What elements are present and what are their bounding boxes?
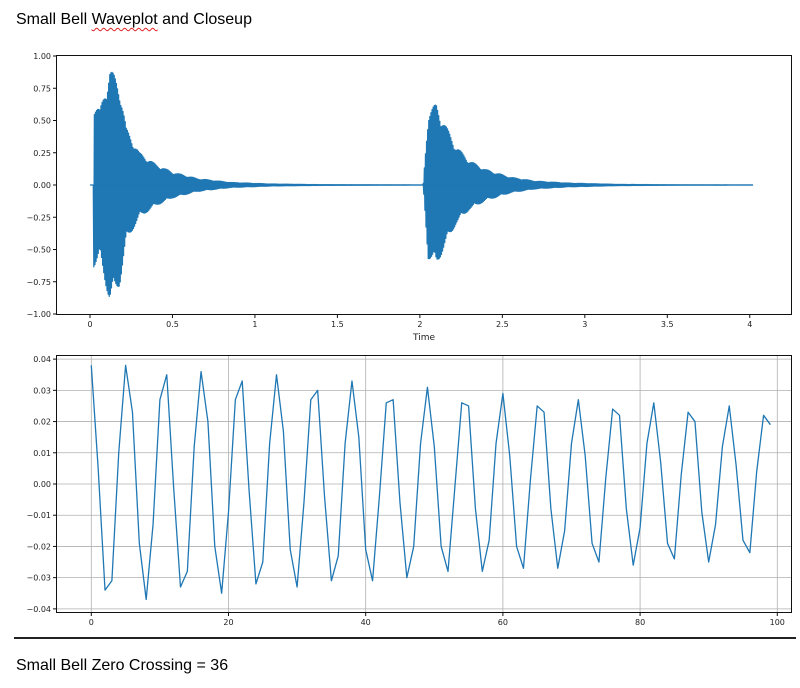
y-tick-label: 0.03: [33, 386, 51, 395]
y-tick-label: 0.00: [33, 181, 51, 190]
y-tick-label: 0.25: [33, 149, 51, 158]
x-tick-label: 2.5: [496, 320, 509, 329]
closeup-series-line: [90, 364, 771, 601]
y-tick-label: 1.00: [33, 52, 51, 61]
x-tick-label: 40: [361, 618, 371, 627]
title-misspelled-word: Waveplot: [91, 11, 158, 28]
y-tick-label: −0.02: [26, 542, 51, 551]
x-tick-label: 100: [770, 618, 785, 627]
x-tick-label: 60: [498, 618, 508, 627]
x-tick-label: 20: [223, 618, 233, 627]
x-tick-label: 1.5: [331, 320, 344, 329]
y-tick-label: −1.00: [26, 310, 51, 319]
x-tick-label: 3.5: [661, 320, 674, 329]
document-title: Small Bell Waveplot and Closeup: [16, 11, 252, 29]
x-tick-label: 0.5: [166, 320, 179, 329]
zero-crossing-caption: Small Bell Zero Crossing = 36: [16, 657, 229, 674]
x-tick-label: 4: [747, 320, 752, 329]
divider-line: [14, 637, 796, 639]
y-tick-label: −0.03: [26, 574, 51, 583]
y-tick-label: −0.75: [26, 278, 51, 287]
closeup-chart: −0.04 −0.03 −0.02 −0.01 0.00 0.01 0.02 0.03 0.04…: [26, 355, 791, 627]
y-tick-label: 0.02: [33, 418, 51, 427]
title-suffix: and Closeup: [157, 11, 252, 28]
x-tick-label: 2: [417, 320, 422, 329]
x-tick-label: 0: [87, 320, 92, 329]
x-axis-label: Time: [412, 333, 435, 343]
y-tick-label: 0.75: [33, 84, 51, 93]
y-tick-label: 0.01: [33, 449, 51, 458]
y-tick-label: −0.01: [26, 511, 51, 520]
y-tick-label: 0.04: [33, 355, 51, 364]
x-tick-label: 1: [252, 320, 257, 329]
y-tick-label: −0.50: [26, 246, 51, 255]
title-prefix: Small Bell: [16, 11, 92, 28]
x-tick-label: 80: [635, 618, 645, 627]
x-tick-label: 0: [89, 618, 94, 627]
y-tick-label: −0.25: [26, 213, 51, 222]
y-tick-label: 0.00: [33, 480, 51, 489]
y-tick-label: −0.04: [26, 605, 51, 614]
y-tick-label: 0.50: [33, 117, 51, 126]
x-tick-label: 3: [582, 320, 587, 329]
waveplot-chart: −1.00−0.75−0.50−0.250.000.250.500.751.00…: [26, 52, 754, 343]
